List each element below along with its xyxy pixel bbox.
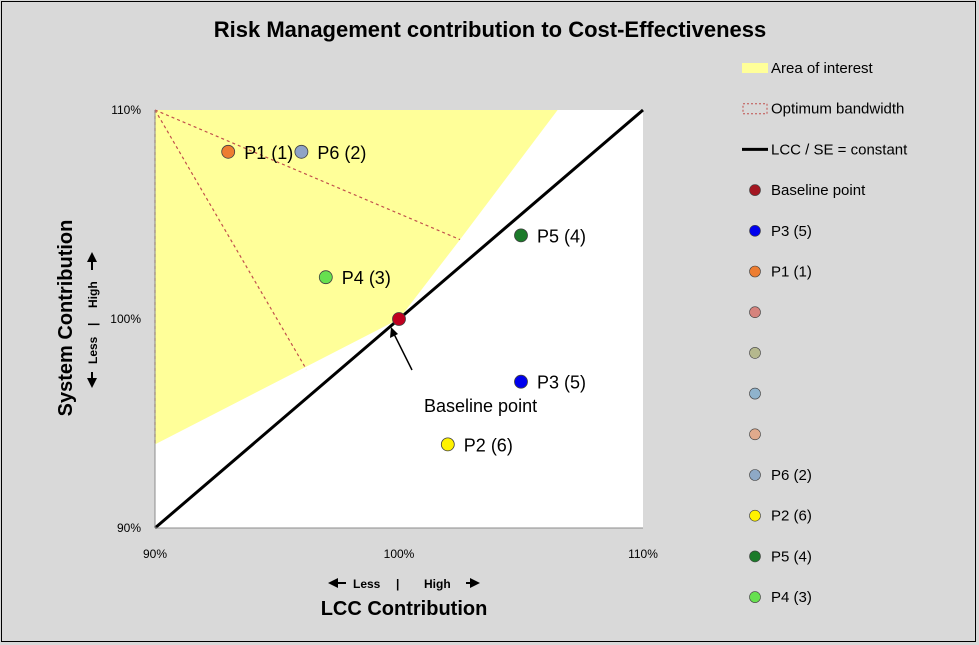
- point-label-p5-4: P5 (4): [537, 226, 586, 246]
- x-axis-title: LCC Contribution: [321, 598, 488, 620]
- legend-label: LCC / SE = constant: [771, 141, 908, 158]
- legend-marker: [749, 591, 761, 603]
- x-less-label: Less: [353, 577, 381, 591]
- legend-item: [749, 387, 761, 400]
- bandwidth-line-2: [154, 109, 307, 370]
- legend-item: Optimum bandwidth: [742, 101, 904, 118]
- legend-item: P6 (2): [749, 467, 812, 484]
- point-p3-5: [514, 374, 528, 389]
- legend-item: Area of interest: [742, 60, 874, 77]
- legend-label: P6 (2): [771, 467, 812, 484]
- point-label-p2-6: P2 (6): [464, 435, 513, 455]
- legend-label: P1 (1): [771, 264, 812, 281]
- legend-label: Baseline point: [771, 182, 866, 199]
- legend-item: P1 (1): [749, 264, 812, 281]
- point-label-p4-3: P4 (3): [342, 268, 391, 288]
- legend-marker: [749, 550, 761, 563]
- legend-marker: [749, 306, 761, 319]
- legend-label: Area of interest: [771, 60, 874, 77]
- y-separator: |: [86, 323, 100, 326]
- annotation-label: Baseline point: [424, 396, 537, 416]
- legend-marker: [749, 387, 761, 400]
- legend-swatch-bandwidth: [742, 103, 768, 115]
- legend-item: P2 (6): [749, 508, 812, 525]
- point-label-p3-5: P3 (5): [537, 373, 586, 393]
- y-tick-label: 110%: [111, 103, 141, 117]
- chart-title: Risk Management contribution to Cost-Eff…: [214, 17, 767, 42]
- data-points: P1 (1) P6 (2) P4 (3) P5 (4) P3 (5) P2 (6): [221, 143, 586, 455]
- legend-label: P3 (5): [771, 223, 812, 240]
- baseline-annotation: Baseline point: [390, 327, 537, 416]
- annotation-arrowhead: [390, 327, 398, 338]
- legend-marker: [749, 184, 761, 196]
- legend-label: P2 (6): [771, 508, 812, 525]
- x-high-label: High: [424, 577, 451, 591]
- legend-marker: [749, 347, 761, 359]
- point-p2-6: [440, 437, 455, 452]
- point-label-p6-2: P6 (2): [317, 143, 366, 163]
- x-ticks: 90% 100% 110%: [143, 547, 658, 561]
- legend-marker: [749, 225, 761, 237]
- legend-label: P4 (3): [771, 589, 812, 606]
- legend-item: [749, 347, 761, 359]
- legend-marker: [749, 428, 761, 441]
- y-high-label: High: [86, 281, 100, 308]
- x-direction: Less | High: [328, 577, 480, 591]
- legend-marker: [749, 265, 761, 278]
- legend-item: [749, 428, 761, 441]
- legend-label: P5 (4): [771, 548, 812, 565]
- legend-item: P4 (3): [749, 589, 812, 606]
- y-tick-label: 90%: [117, 521, 141, 535]
- point-p6-2: [294, 144, 309, 159]
- point-label-p1-1: P1 (1): [244, 143, 293, 163]
- point-baseline-point: [392, 312, 406, 326]
- legend-item: LCC / SE = constant: [742, 141, 908, 158]
- legend-label: Optimum bandwidth: [771, 101, 904, 118]
- axes: [154, 110, 643, 529]
- x-separator: |: [396, 577, 399, 591]
- legend-marker: [749, 509, 761, 522]
- y-less-label: Less: [86, 336, 100, 364]
- x-tick-label: 100%: [384, 547, 415, 561]
- legend-item: [749, 306, 761, 319]
- legend-item: P3 (5): [749, 223, 812, 240]
- x-tick-label: 90%: [143, 547, 167, 561]
- right-arrow-icon: [470, 578, 480, 588]
- up-arrow-icon: [87, 252, 97, 262]
- bandwidth-line-1: [154, 109, 461, 241]
- area-of-interest: [155, 110, 558, 445]
- y-ticks: 90% 100% 110%: [110, 103, 141, 535]
- x-tick-label: 110%: [628, 547, 658, 561]
- point-p1-1: [221, 144, 236, 159]
- legend: Area of interest Optimum bandwidth LCC / S…: [742, 60, 908, 606]
- left-arrow-icon: [328, 578, 338, 588]
- point-p4-3: [318, 270, 333, 285]
- down-arrow-icon: [87, 378, 97, 388]
- point-p5-4: [514, 228, 528, 243]
- annotation-arrow: [393, 333, 413, 371]
- legend-item: Baseline point: [749, 182, 866, 199]
- legend-marker: [749, 469, 761, 481]
- y-direction: Less | High: [86, 252, 100, 388]
- y-tick-label: 100%: [110, 312, 141, 326]
- y-axis-title: System Contribution: [55, 220, 77, 417]
- legend-item: P5 (4): [749, 548, 812, 565]
- legend-swatch-area: [742, 63, 768, 73]
